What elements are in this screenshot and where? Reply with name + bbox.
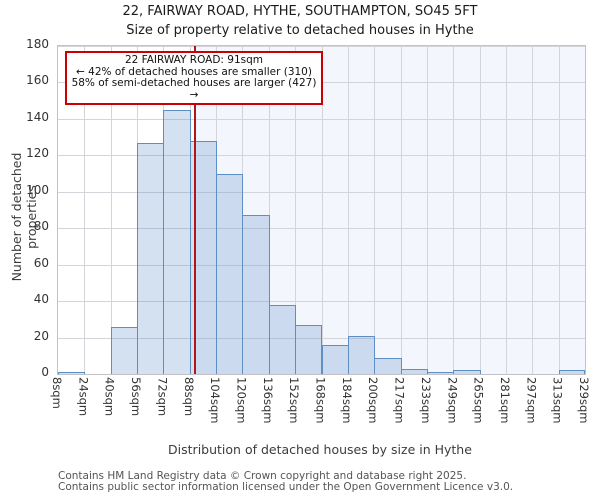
- gridline: [374, 46, 376, 374]
- gridline: [426, 46, 428, 374]
- histogram-bar: [558, 370, 585, 374]
- y-tick-label: 180: [26, 37, 49, 51]
- x-tick-label: 72sqm: [155, 377, 170, 417]
- annotation-line-3: 58% of semi-detached houses are larger (…: [71, 77, 317, 101]
- y-tick-label: 120: [26, 146, 49, 161]
- gridline: [453, 46, 455, 374]
- annotation-line-1: 22 FAIRWAY ROAD: 91sqm: [124, 54, 264, 66]
- y-tick-label: 160: [26, 73, 49, 88]
- x-tick-label: 329sqm: [577, 377, 591, 424]
- footer-line-2: Contains public sector information licen…: [58, 481, 514, 494]
- x-tick-label: 56sqm: [129, 377, 144, 417]
- histogram-bar: [216, 173, 244, 374]
- gridline: [84, 46, 86, 374]
- histogram-bar: [58, 372, 86, 374]
- x-tick-label: 313sqm: [550, 377, 565, 424]
- histogram-bar: [163, 109, 191, 374]
- x-tick-label: 120sqm: [234, 377, 249, 424]
- x-tick-label: 168sqm: [313, 377, 328, 424]
- plot-area: 22 FAIRWAY ROAD: 91sqm ← 42% of detached…: [57, 45, 586, 375]
- x-tick-label: 136sqm: [260, 377, 275, 424]
- x-tick-label: 88sqm: [181, 377, 196, 417]
- x-tick-label: 40sqm: [102, 377, 117, 417]
- x-tick-label: 184sqm: [339, 377, 354, 424]
- x-tick-label: 265sqm: [471, 377, 486, 424]
- y-tick-label: 20: [33, 328, 49, 343]
- annotation-line-2: ← 42% of detached houses are smaller (31…: [76, 65, 312, 78]
- y-tick-label: 60: [33, 255, 49, 270]
- histogram-bar: [268, 304, 297, 374]
- x-tick-label: 8sqm: [50, 377, 64, 409]
- gridline: [110, 46, 112, 374]
- histogram-bar: [453, 370, 481, 374]
- gridline: [400, 46, 402, 374]
- histogram-bar: [295, 324, 323, 374]
- chart-subtitle: Size of property relative to detached ho…: [126, 23, 474, 38]
- histogram-bar: [137, 142, 165, 374]
- x-tick-label: 152sqm: [287, 377, 302, 424]
- footer: Contains HM Land Registry data © Crown c…: [58, 470, 514, 494]
- gridline: [479, 46, 481, 374]
- gridline: [558, 46, 560, 374]
- x-tick-label: 233sqm: [418, 377, 433, 424]
- histogram-bar: [321, 344, 349, 374]
- histogram-bar: [426, 372, 455, 374]
- histogram-bar: [110, 326, 139, 374]
- y-tick-label: 80: [33, 219, 49, 234]
- histogram-bar: [374, 357, 402, 374]
- x-tick-label: 104sqm: [208, 377, 223, 424]
- x-tick-label: 281sqm: [497, 377, 512, 424]
- x-axis-label: Distribution of detached houses by size …: [168, 442, 472, 457]
- histogram-bar: [400, 368, 428, 374]
- histogram-bar: [242, 215, 270, 374]
- x-tick-label: 200sqm: [366, 377, 381, 424]
- marker-line: [193, 46, 196, 374]
- histogram-bar: [347, 335, 376, 374]
- y-tick-label: 40: [33, 292, 49, 307]
- x-tick-label: 24sqm: [76, 377, 91, 417]
- annotation-box: 22 FAIRWAY ROAD: 91sqm ← 42% of detached…: [65, 51, 323, 105]
- y-tick-label: 140: [26, 109, 49, 124]
- gridline: [295, 46, 297, 374]
- x-tick-label: 249sqm: [445, 377, 460, 424]
- footer-line-1: Contains HM Land Registry data © Crown c…: [58, 470, 467, 482]
- y-tick-label: 0: [41, 365, 49, 379]
- x-tick-label: 217sqm: [392, 377, 407, 424]
- gridline: [532, 46, 534, 374]
- x-tick-label: 297sqm: [524, 377, 539, 424]
- gridline: [347, 46, 349, 374]
- gridline: [268, 46, 270, 374]
- gridline: [505, 46, 507, 374]
- chart-title: 22, FAIRWAY ROAD, HYTHE, SOUTHAMPTON, SO…: [122, 4, 478, 19]
- y-tick-label: 100: [26, 182, 49, 197]
- gridline: [321, 46, 323, 374]
- y-axis-label: Number of detached properties: [9, 152, 39, 282]
